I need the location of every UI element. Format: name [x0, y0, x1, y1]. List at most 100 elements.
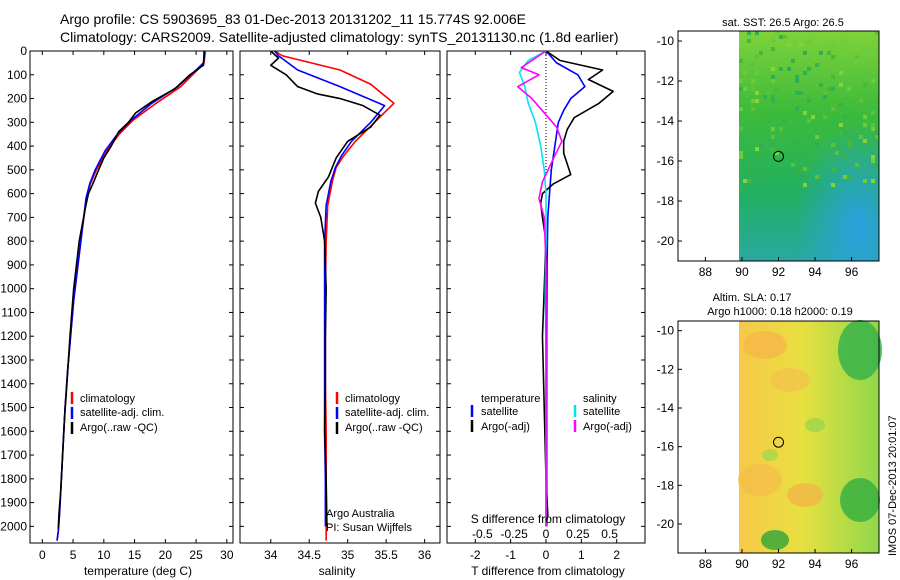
sst-pixel — [839, 131, 843, 135]
sst-pixel — [819, 51, 823, 55]
legend-label-sal-satellite: satellite — [583, 406, 620, 418]
legend-label-temp-argo: Argo(-adj) — [481, 421, 530, 433]
depth-tick-label: 500 — [7, 163, 27, 177]
sst-pixel — [795, 91, 799, 95]
sla-map — [738, 320, 882, 553]
sst-pixel — [747, 31, 751, 35]
series-line-temperature-argo — [539, 51, 614, 527]
sst-pixel — [803, 55, 807, 59]
sst-pixel — [771, 143, 775, 147]
sla-low-patch — [838, 320, 882, 380]
sst-map-axes: 88 90 92 94 96 -10 -12 -14 -16 -18 -20 — [657, 34, 859, 279]
sst-pixel — [859, 99, 863, 103]
depth-tick-label: 1000 — [0, 282, 27, 296]
temperature-legend: climatology satellite-adj. clim. Argo(..… — [70, 392, 164, 434]
salinity-xlabel: salinity — [319, 564, 356, 578]
sst-pixel — [871, 111, 875, 115]
sla-low-patch — [840, 478, 880, 522]
sst-pixel — [787, 67, 791, 71]
argo-position-marker — [773, 436, 784, 448]
legend-label-satellite: satellite-adj. clim. — [80, 407, 164, 419]
sst-pixel — [839, 47, 843, 51]
sst-pixel — [771, 147, 775, 151]
sst-pixel — [839, 71, 843, 75]
salinity-legend: climatology satellite-adj. clim. Argo(..… — [335, 392, 429, 434]
map-y-tick-label: -18 — [657, 194, 675, 208]
header-line-2: Climatology: CARS2009. Satellite-adjuste… — [60, 29, 618, 45]
sst-pixel — [751, 79, 755, 83]
sst-pixel — [839, 79, 843, 83]
sst-pixel — [795, 75, 799, 79]
map-x-tick-label: 92 — [772, 265, 786, 279]
sst-pixel — [819, 83, 823, 87]
map-y-tick-label: -12 — [657, 362, 675, 376]
x-tick-label: 20 — [159, 548, 173, 562]
sst-pixel — [843, 115, 847, 119]
depth-tick-label: 100 — [7, 68, 27, 82]
sst-pixel — [755, 171, 759, 175]
depth-tick-label: 300 — [7, 115, 27, 129]
depth-tick-label: 900 — [7, 258, 27, 272]
sst-pixel — [739, 79, 743, 83]
sla-high-patch — [770, 368, 810, 392]
sst-pixel — [779, 35, 783, 39]
x-tick-label: 34 — [264, 548, 278, 562]
sst-pixel — [807, 175, 811, 179]
sst-pixel — [871, 155, 875, 159]
x-tick-label: 30 — [220, 548, 234, 562]
legend-label-sal-argo: Argo(-adj) — [583, 421, 632, 433]
sst-pixel — [751, 87, 755, 91]
temperature-series — [56, 51, 207, 541]
sst-pixel — [803, 183, 807, 187]
s-tick-label: 0.25 — [566, 527, 590, 541]
sst-pixel — [743, 71, 747, 75]
depth-tick-label: 2000 — [0, 519, 27, 533]
sst-pixel — [799, 171, 803, 175]
map-x-tick-label: 88 — [699, 557, 713, 571]
sst-pixel — [795, 171, 799, 175]
sst-pixel — [871, 127, 875, 131]
sst-pixel — [863, 123, 867, 127]
map-y-tick-label: -16 — [657, 154, 675, 168]
legend-label-argo: Argo(..raw -QC) — [345, 422, 423, 434]
sst-pixel — [843, 175, 847, 179]
x-tick-label: 35.5 — [374, 548, 398, 562]
sst-pixel — [815, 63, 819, 67]
sst-pixel — [843, 155, 847, 159]
sla-high-patch — [738, 464, 782, 496]
legend-label-argo: Argo(..raw -QC) — [80, 422, 158, 434]
temperature-xlabel: temperature (deg C) — [84, 564, 192, 578]
difference-xlabel: T difference from climatology — [471, 564, 625, 578]
sst-pixel — [775, 151, 779, 155]
sst-pixel — [875, 163, 879, 167]
x-tick-label: 2 — [613, 548, 620, 562]
legend-group-salinity: salinity — [583, 393, 617, 405]
sst-pixel — [823, 43, 827, 47]
sla-map-title-2: Argo h1000: 0.18 h2000: 0.19 — [707, 306, 853, 318]
depth-tick-label: 700 — [7, 210, 27, 224]
sst-pixel — [831, 167, 835, 171]
depth-tick-label: 1700 — [0, 448, 27, 462]
sst-pixel — [803, 111, 807, 115]
map-y-tick-label: -20 — [657, 234, 675, 248]
series-line-argo — [269, 51, 381, 527]
sst-pixel — [755, 91, 759, 95]
depth-tick-label: 200 — [7, 92, 27, 106]
sst-pixel — [743, 179, 747, 183]
sst-pixel — [831, 75, 835, 79]
sst-pixel — [831, 43, 835, 47]
sst-pixel — [871, 159, 875, 163]
map-x-tick-label: 94 — [808, 557, 822, 571]
s-tick-label: 0 — [543, 527, 550, 541]
sst-pixel — [779, 127, 783, 131]
sst-pixel — [791, 59, 795, 63]
sst-pixel — [863, 115, 867, 119]
map-x-tick-label: 90 — [735, 265, 749, 279]
x-tick-label: 34.5 — [298, 548, 322, 562]
depth-tick-label: 1600 — [0, 424, 27, 438]
sst-pixel — [803, 167, 807, 171]
sst-pixel — [831, 183, 835, 187]
depth-tick-label: 1400 — [0, 377, 27, 391]
sst-pixel — [807, 99, 811, 103]
